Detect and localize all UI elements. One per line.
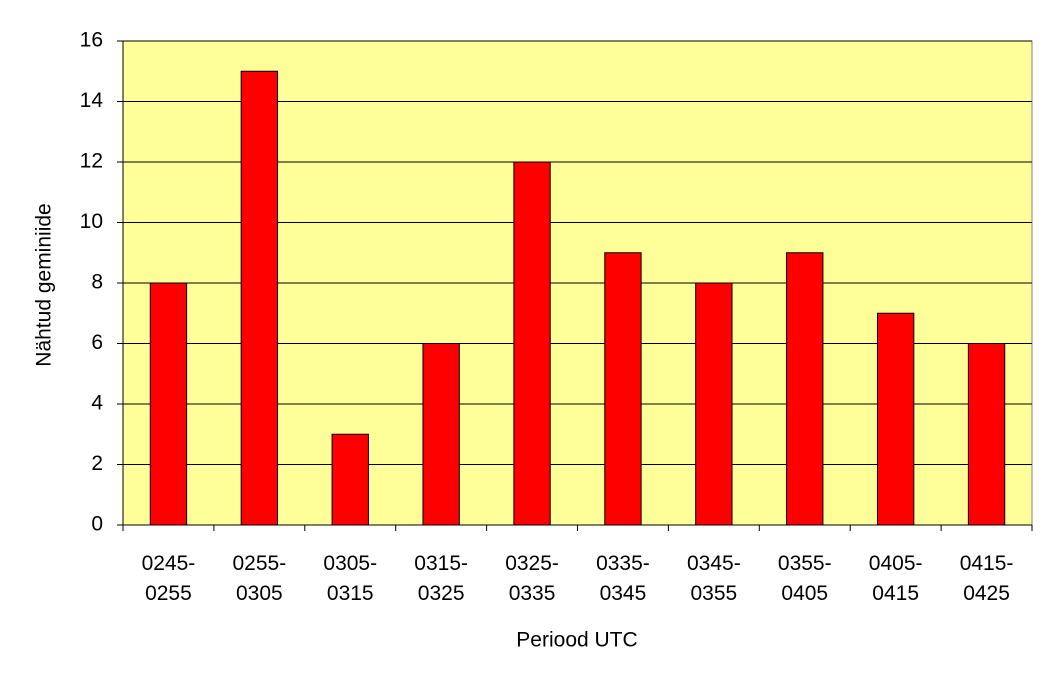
y-tick-label: 0: [91, 513, 103, 536]
y-tick-label: 14: [80, 89, 104, 112]
y-tick-label: 10: [80, 210, 103, 233]
y-tick-label: 8: [91, 271, 103, 294]
y-tick-label: 6: [91, 331, 103, 354]
x-tick-label: 0315-0325: [414, 552, 468, 605]
x-tick-label: 0325-0335: [505, 552, 559, 605]
bar: [149, 282, 188, 526]
y-tick-label: 2: [91, 452, 103, 475]
x-tick-label: 0345-0355: [686, 552, 741, 605]
y-axis-title: Nähtud geminiide: [33, 203, 56, 366]
x-tick-label: 0305-0315: [323, 552, 378, 605]
x-tick-label: 0415-0425: [959, 552, 1014, 605]
x-tick-label: 0255-0305: [232, 552, 287, 605]
y-tick-label: 16: [80, 29, 103, 52]
x-tick-label: 0245-0255: [141, 552, 196, 605]
bar: [240, 70, 279, 526]
bar: [604, 252, 642, 526]
bar: [513, 161, 551, 526]
x-tick-label: 0335-0345: [596, 552, 650, 605]
x-tick-label: 0355-0405: [777, 552, 832, 605]
bar: [422, 343, 460, 526]
bar: [876, 312, 915, 526]
x-axis-title: Periood UTC: [516, 629, 637, 652]
bar: [786, 252, 824, 526]
bar: [695, 282, 733, 526]
bar: [331, 433, 369, 526]
x-tick-label: 0405-0415: [868, 552, 923, 605]
y-tick-label: 4: [91, 392, 103, 415]
bar: [967, 343, 1006, 526]
y-tick-label: 12: [80, 150, 103, 173]
